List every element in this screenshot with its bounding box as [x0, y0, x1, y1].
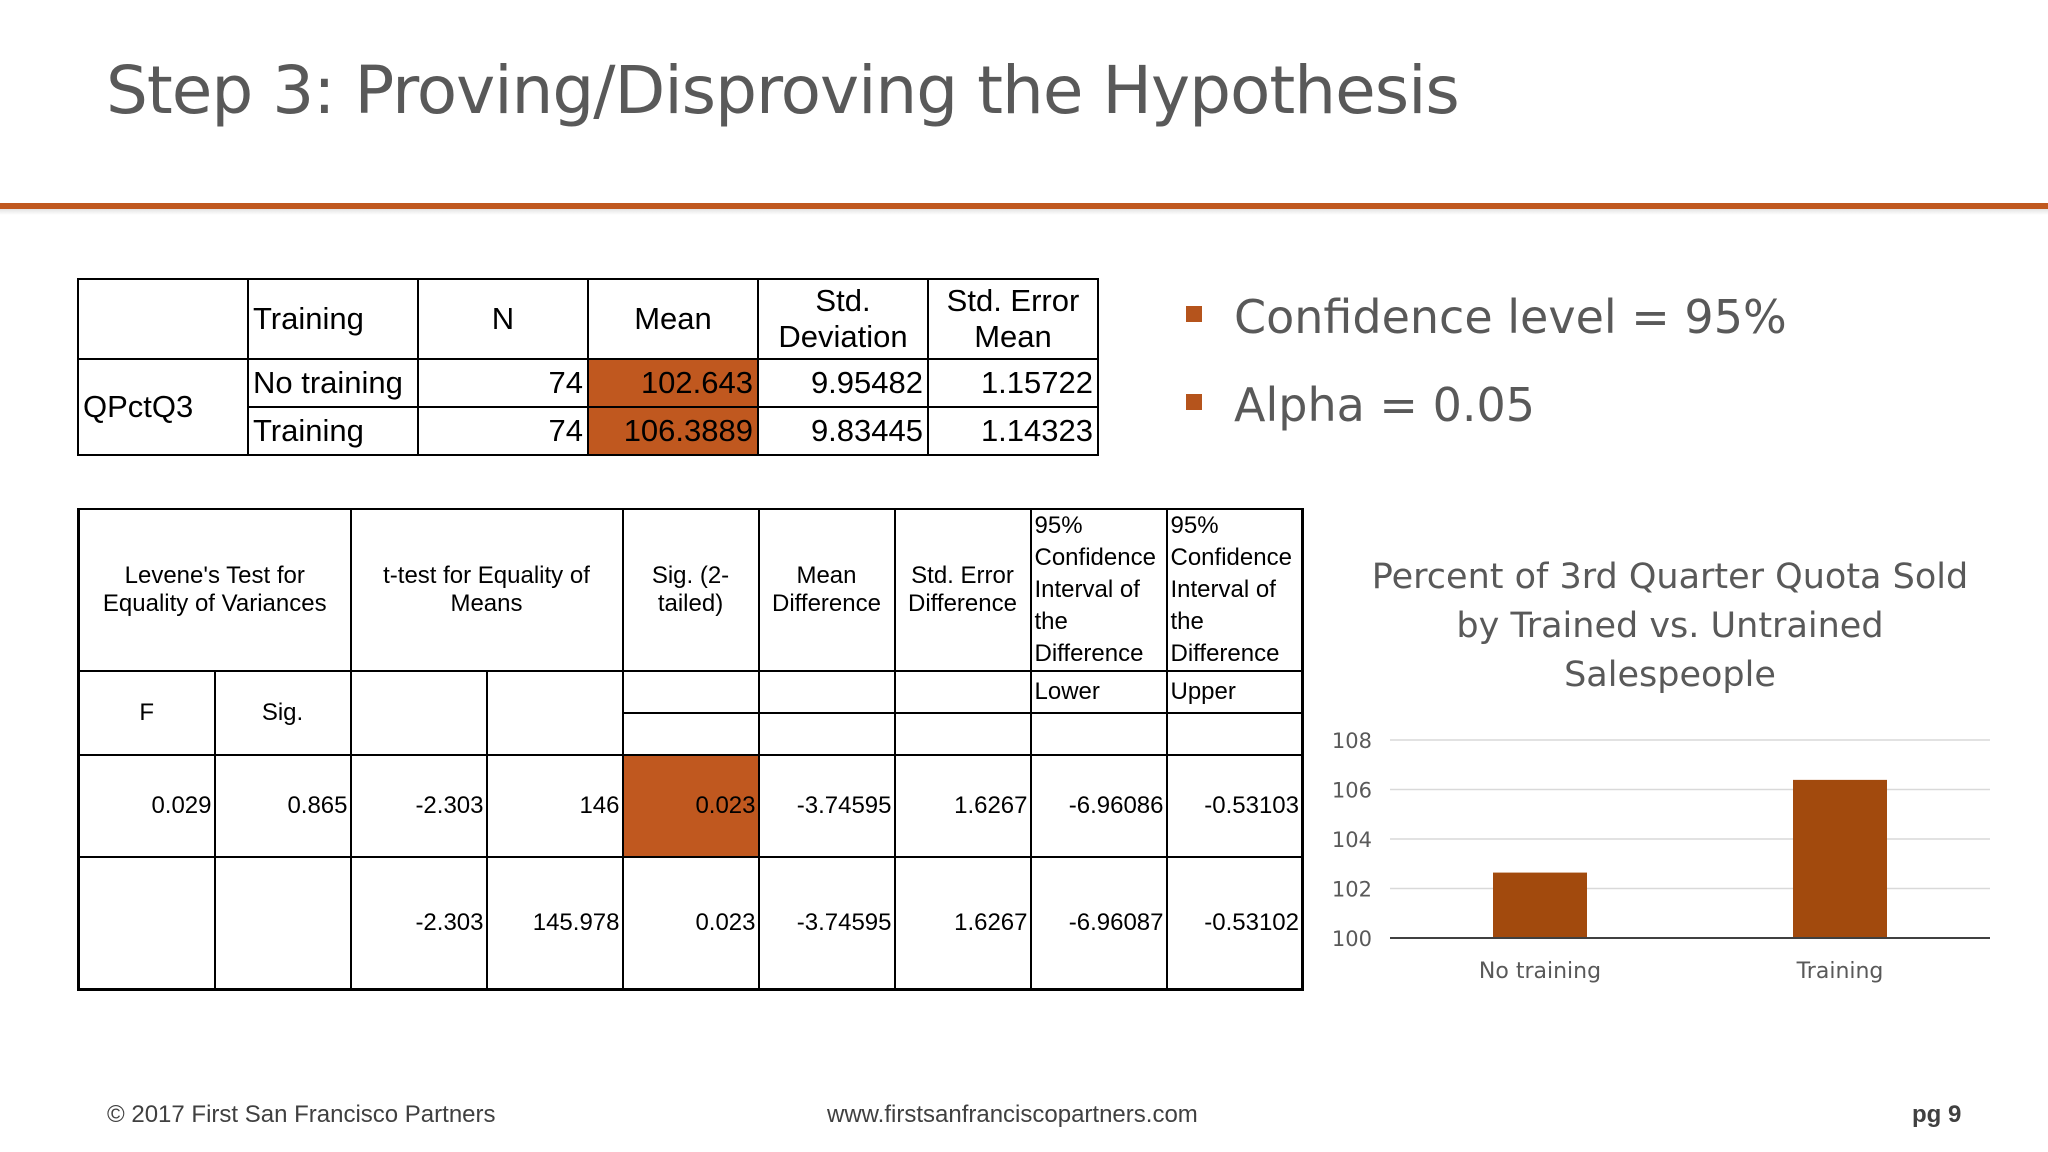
cell-df: 145.978 [485, 856, 624, 991]
cell-group: Training [247, 406, 419, 456]
cell-ci-upper: -0.53103 [1165, 754, 1304, 858]
spacer-cell [1029, 712, 1168, 756]
table-row: 0.029 0.865 -2.303 146 0.023 -3.74595 1.… [77, 754, 1304, 858]
x-tick-label: No training [1479, 959, 1601, 984]
cell-mean-difference: -3.74595 [757, 754, 896, 858]
cell-ci-lower: -6.96087 [1029, 856, 1168, 991]
cell-mean-highlighted: 106.3889 [587, 406, 759, 456]
y-tick-label: 102 [1332, 878, 1372, 902]
cell-f: 0.029 [77, 754, 216, 858]
cell-f [77, 856, 216, 991]
table-header-row: Training N Mean Std. Deviation Std. Erro… [77, 278, 1099, 360]
bullet-text: Alpha = 0.05 [1234, 378, 1535, 432]
bullet-square-icon [1186, 306, 1202, 322]
header-ttest: t-test for Equality of Means [349, 508, 624, 672]
group-statistics-table: Training N Mean Std. Deviation Std. Erro… [77, 278, 1099, 456]
cell-t: -2.303 [349, 856, 488, 991]
table-row: -2.303 145.978 0.023 -3.74595 1.6267 -6.… [77, 856, 1304, 991]
table-row: QPctQ3 No training 74 102.643 9.95482 1.… [77, 358, 1099, 456]
header-std-error-difference: Std. Error Difference [893, 508, 1032, 672]
chart-title: Percent of 3rd Quarter Quota Sold by Tra… [1371, 557, 1969, 695]
header-cell-std-error-mean: Std. Error Mean [927, 278, 1099, 360]
x-tick-label: Training [1796, 959, 1884, 984]
subheader-empty [485, 670, 624, 756]
cell-std-error-difference: 1.6267 [893, 754, 1032, 858]
subheader-empty [757, 670, 896, 714]
y-tick-label: 104 [1332, 828, 1372, 852]
header-cell-std-deviation: Std. Deviation [757, 278, 929, 360]
subheader-lower: Lower [1029, 670, 1168, 714]
y-tick-label: 106 [1332, 779, 1372, 803]
bar [1793, 779, 1887, 937]
cell-std-deviation: 9.83445 [757, 406, 929, 456]
bullet-text: Confidence level = 95% [1234, 290, 1787, 344]
header-levene: Levene's Test for Equality of Variances [77, 508, 352, 672]
subheader-empty [893, 670, 1032, 714]
cell-n: 74 [417, 358, 589, 408]
spacer-cell [757, 712, 896, 756]
header-cell-training: Training [247, 278, 419, 360]
footer-page-number: pg 9 [1912, 1101, 1962, 1128]
header-ci-lower: 95% Confidence Interval of the Differenc… [1029, 508, 1168, 672]
slide-title: Step 3: Proving/Disproving the Hypothesi… [106, 52, 1460, 129]
cell-std-deviation: 9.95482 [757, 358, 929, 408]
header-cell-empty [77, 278, 249, 360]
cell-ci-lower: -6.96086 [1029, 754, 1168, 858]
cell-mean-difference: -3.74595 [757, 856, 896, 991]
row-label-qpctq3: QPctQ3 [77, 358, 249, 456]
cell-n: 74 [417, 406, 589, 456]
cell-sig [213, 856, 352, 991]
y-tick-label: 100 [1332, 927, 1372, 951]
cell-p-highlighted: 0.023 [621, 754, 760, 858]
subheader-upper: Upper [1165, 670, 1304, 714]
header-ci-upper: 95% Confidence Interval of the Differenc… [1165, 508, 1304, 672]
header-cell-mean: Mean [587, 278, 759, 360]
bar-chart: 100 102 104 106 108 No training Training [1332, 729, 1990, 984]
subheader-row: F Sig. Lower Upper [77, 670, 1304, 756]
subheader-sig: Sig. [213, 670, 352, 756]
y-tick-label: 108 [1332, 729, 1372, 753]
cell-group: No training [247, 358, 419, 408]
title-divider [0, 203, 2048, 209]
table-row: Training 74 106.3889 9.83445 1.14323 [78, 406, 1099, 456]
cell-df: 146 [485, 754, 624, 858]
title-divider-shadow [0, 209, 2048, 215]
bar [1493, 872, 1587, 937]
spacer-cell [1165, 712, 1304, 756]
spacer-cell [893, 712, 1032, 756]
header-sig-2-tailed: Sig. (2-tailed) [621, 508, 760, 672]
subheader-empty [621, 670, 760, 714]
cell-std-error-difference: 1.6267 [893, 856, 1032, 991]
subheader-empty [349, 670, 488, 756]
cell-std-error-mean: 1.15722 [927, 358, 1099, 408]
header-mean-difference: Mean Difference [757, 508, 896, 672]
cell-p: 0.023 [621, 856, 760, 991]
cell-t: -2.303 [349, 754, 488, 858]
bullet-square-icon [1186, 394, 1202, 410]
cell-sig: 0.865 [213, 754, 352, 858]
cell-ci-upper: -0.53102 [1165, 856, 1304, 991]
t-test-table: Levene's Test for Equality of Variances … [77, 508, 1304, 991]
cell-mean-highlighted: 102.643 [587, 358, 759, 408]
footer-url: www.firstsanfranciscopartners.com [827, 1101, 1198, 1128]
header-cell-n: N [417, 278, 589, 360]
spacer-row [79, 712, 1304, 756]
spacer-cell [621, 712, 760, 756]
table-header-row: Levene's Test for Equality of Variances … [77, 508, 1304, 672]
subheader-f: F [77, 670, 216, 756]
footer-copyright: © 2017 First San Francisco Partners [107, 1101, 496, 1128]
cell-std-error-mean: 1.14323 [927, 406, 1099, 456]
